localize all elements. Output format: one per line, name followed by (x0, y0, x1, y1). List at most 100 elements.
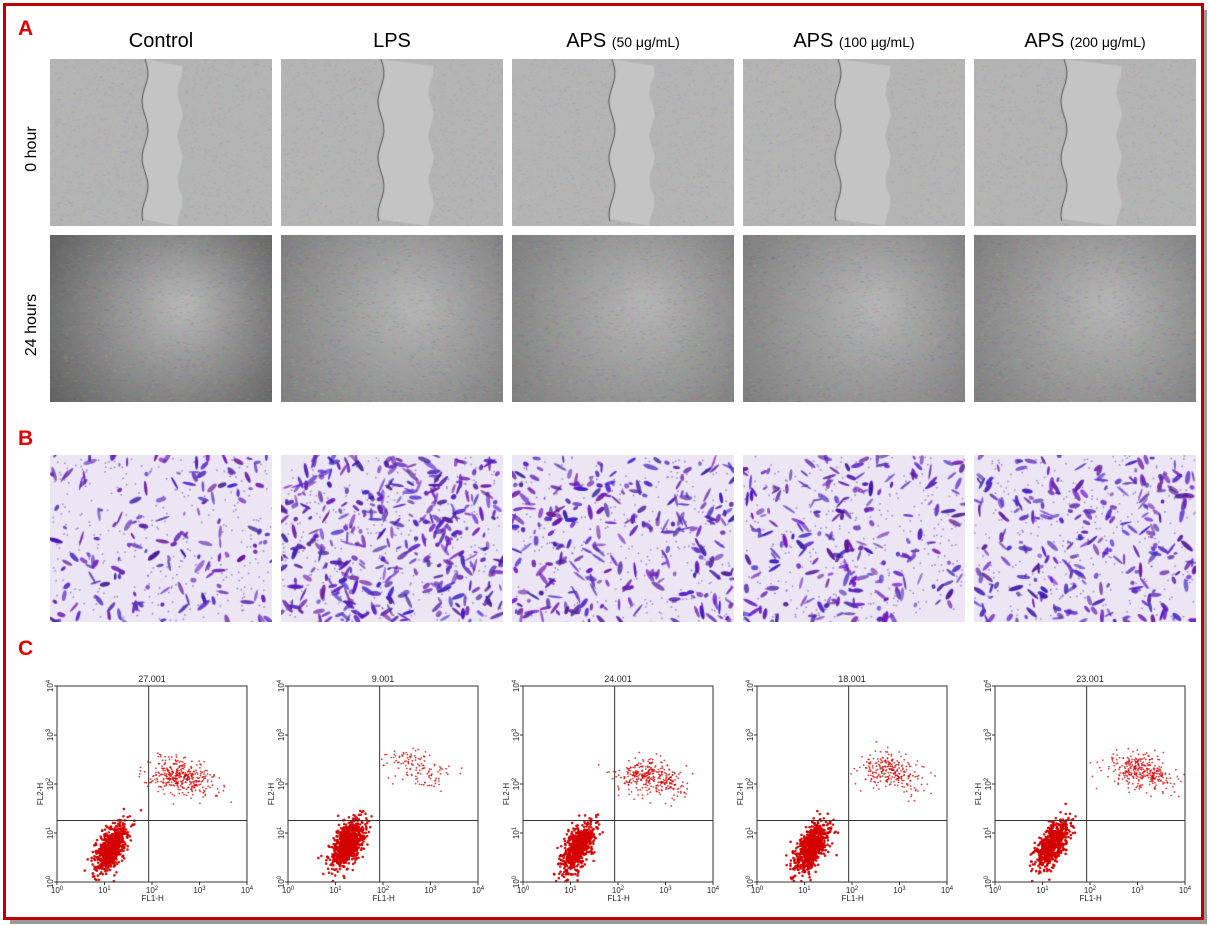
event-dot (179, 780, 182, 783)
event-dot (785, 854, 788, 857)
event-dot (579, 854, 582, 858)
event-dot (628, 788, 630, 791)
event-dot (893, 776, 896, 779)
event-dot (337, 823, 341, 827)
scratch-image-24h (974, 235, 1196, 402)
event-dot (901, 768, 904, 771)
event-dot (1029, 853, 1033, 856)
event-dot (679, 771, 682, 774)
event-dot (1061, 831, 1064, 835)
event-dot (624, 782, 626, 785)
event-dot (803, 852, 807, 856)
event-dot (428, 784, 431, 787)
event-dot (202, 791, 205, 794)
event-dot (1041, 849, 1045, 853)
event-dot (401, 755, 404, 758)
event-dot (641, 765, 644, 768)
event-dot (1176, 775, 1179, 778)
event-dot (926, 783, 929, 786)
event-dot (1058, 846, 1061, 850)
event-dot (812, 825, 815, 828)
event-dot (409, 767, 412, 770)
event-dot (214, 795, 217, 798)
event-dot (1038, 842, 1042, 845)
event-dot (1132, 750, 1134, 753)
event-dot (665, 786, 668, 789)
event-dot (1042, 852, 1046, 856)
y-tick-label: 103 (46, 728, 55, 741)
event-dot (421, 767, 424, 770)
event-dot (649, 757, 652, 760)
event-dot (867, 770, 870, 773)
event-dot (121, 854, 125, 857)
event-dot (112, 859, 116, 862)
event-dot (428, 754, 431, 757)
event-dot (343, 852, 346, 855)
event-dot (154, 781, 157, 784)
event-dot (691, 772, 694, 775)
event-dot (438, 783, 440, 786)
event-dot (335, 857, 339, 860)
event-dot (190, 797, 192, 800)
event-dot (364, 812, 367, 816)
event-dot (1154, 777, 1157, 780)
event-dot (437, 770, 439, 773)
event-dot (566, 878, 570, 882)
event-dot (121, 837, 125, 840)
event-dot (789, 862, 792, 865)
event-dot (890, 763, 893, 765)
event-dot (1148, 783, 1151, 786)
event-dot (1033, 841, 1037, 845)
y-tick-label: 101 (746, 826, 755, 839)
event-dot (619, 776, 622, 779)
event-dot (1064, 812, 1068, 816)
x-tick-label: 100 (282, 886, 295, 895)
event-dot (155, 774, 157, 777)
event-dot (869, 774, 872, 777)
event-dot (568, 843, 571, 847)
event-dot (1162, 776, 1164, 779)
event-dot (1036, 843, 1040, 847)
event-dot (352, 849, 356, 852)
event-dot (188, 777, 191, 780)
event-dot (117, 860, 121, 864)
event-dot (445, 771, 448, 774)
event-dot (635, 778, 638, 781)
event-dot (887, 753, 890, 756)
event-dot (345, 825, 348, 829)
event-dot (182, 767, 185, 770)
event-dot (906, 783, 909, 786)
event-dot (393, 753, 396, 756)
event-dot (1038, 869, 1041, 873)
event-dot (1042, 838, 1046, 842)
event-dot (354, 843, 358, 846)
event-dot (930, 792, 932, 795)
event-dot (862, 764, 865, 766)
event-dot (1031, 867, 1034, 871)
event-dot (814, 826, 818, 829)
event-dot (671, 797, 674, 800)
event-dot (556, 846, 559, 850)
event-dot (875, 741, 878, 743)
event-dot (803, 837, 807, 841)
event-dot (859, 789, 862, 792)
event-dot (392, 783, 394, 785)
event-dot (629, 773, 632, 776)
event-dot (1066, 831, 1069, 835)
event-dot (665, 774, 668, 777)
event-dot (1030, 860, 1033, 863)
event-dot (178, 792, 181, 795)
event-dot (97, 855, 100, 859)
event-dot (672, 780, 675, 783)
event-dot (197, 780, 200, 783)
event-dot (617, 774, 620, 777)
event-dot (582, 825, 586, 829)
event-dot (644, 783, 647, 786)
event-dot (658, 773, 661, 776)
event-dot (104, 839, 108, 843)
event-dot (828, 844, 832, 848)
event-dot (407, 762, 410, 765)
event-dot (193, 784, 196, 787)
event-dot (659, 767, 662, 770)
event-dot (326, 867, 330, 871)
